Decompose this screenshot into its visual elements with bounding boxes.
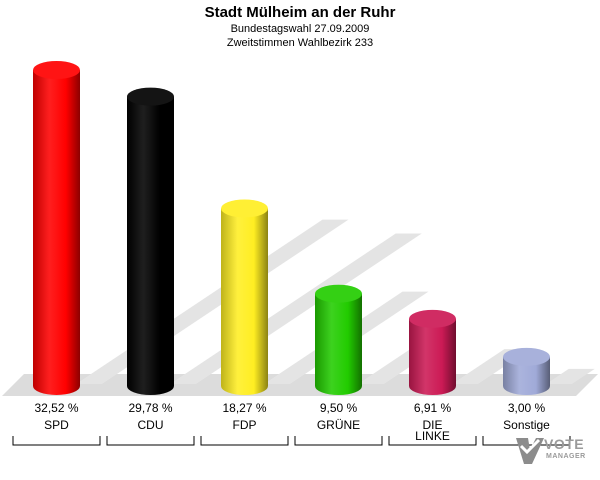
value-label-2: 18,27 % — [222, 401, 266, 415]
category-label-5: Sonstige — [503, 418, 550, 432]
bar-spd — [33, 61, 80, 395]
bar-cdu — [127, 87, 174, 395]
chart-subtitle-election: Bundestagswahl 27.09.2009 — [230, 23, 370, 35]
logo-text-vote: VOTE — [544, 436, 585, 452]
bar-die-linke — [409, 309, 456, 395]
value-label-5: 3,00 % — [508, 401, 546, 415]
category-bracket-3 — [294, 436, 383, 446]
bar-grüne — [315, 284, 362, 395]
value-label-1: 29,78 % — [128, 401, 172, 415]
category-label-3: GRÜNE — [317, 418, 360, 432]
value-label-3: 9,50 % — [320, 401, 358, 415]
vote-manager-logo-mark — [516, 438, 544, 464]
chart-title: Stadt Mülheim an der Ruhr — [204, 4, 396, 21]
category-label-2: FDP — [233, 418, 257, 432]
bar-shadow-5 — [546, 368, 595, 384]
category-bracket-4 — [388, 436, 477, 446]
category-bracket-1 — [106, 436, 195, 446]
category-label-1: CDU — [138, 418, 164, 432]
category-label-0: SPD — [44, 418, 69, 432]
value-label-0: 32,52 % — [34, 401, 78, 415]
bar-labels: 32,52 % SPD 29,78 % CDU 18,27 % FDP 9,50 % GRÜN… — [12, 401, 571, 446]
category-label-4-line-1: LINKE — [415, 429, 450, 443]
logo-text-manager: MANAGER — [546, 453, 586, 460]
bar-sonstige — [503, 347, 550, 395]
vote-manager-logo: VOTE MANAGER — [514, 434, 594, 474]
category-bracket-2 — [200, 436, 289, 446]
bar-fdp — [221, 199, 268, 395]
value-label-4: 6,91 % — [414, 401, 452, 415]
category-bracket-0 — [12, 436, 101, 446]
chart-subtitle-district: Zweitstimmen Wahlbezirk 233 — [226, 37, 374, 49]
category-label-4-line-0: DIE — [422, 418, 442, 432]
bars — [33, 61, 550, 395]
